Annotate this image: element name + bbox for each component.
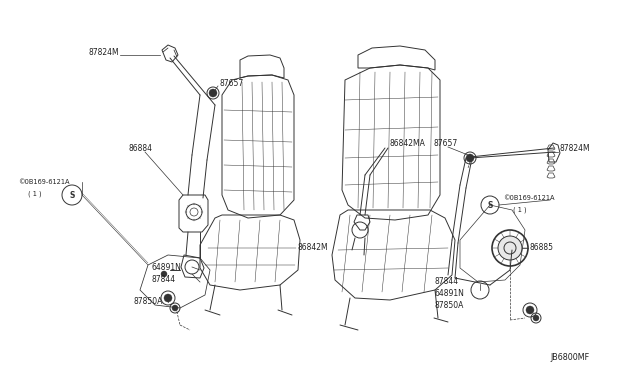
Text: 87844: 87844	[152, 276, 176, 285]
Text: S: S	[487, 201, 493, 209]
Text: JB6800MF: JB6800MF	[550, 353, 589, 362]
Text: ©0B169-6121A: ©0B169-6121A	[18, 179, 70, 185]
Text: ©0B169-6121A: ©0B169-6121A	[503, 195, 554, 201]
Circle shape	[164, 294, 172, 302]
Text: 86842MA: 86842MA	[390, 138, 426, 148]
Text: 86842M: 86842M	[298, 244, 328, 253]
Text: 87850A: 87850A	[435, 301, 465, 311]
Circle shape	[498, 236, 522, 260]
Circle shape	[533, 315, 539, 321]
Text: ( 1 ): ( 1 )	[28, 191, 42, 197]
Text: 87657: 87657	[434, 138, 458, 148]
Text: 87850A: 87850A	[133, 298, 163, 307]
Text: 87824M: 87824M	[88, 48, 118, 57]
Circle shape	[526, 306, 534, 314]
Text: 87824M: 87824M	[560, 144, 591, 153]
Circle shape	[481, 196, 499, 214]
Text: 64891N: 64891N	[435, 289, 465, 298]
Text: 86885: 86885	[530, 244, 554, 253]
Text: 64891N: 64891N	[152, 263, 182, 273]
Text: ( 1 ): ( 1 )	[513, 207, 527, 213]
Text: 87844: 87844	[435, 278, 459, 286]
Circle shape	[161, 271, 167, 277]
Text: S: S	[69, 190, 75, 199]
Circle shape	[209, 89, 217, 97]
Circle shape	[492, 230, 528, 266]
Circle shape	[62, 185, 82, 205]
Circle shape	[172, 305, 178, 311]
Text: 87657: 87657	[220, 78, 244, 87]
Text: 86884: 86884	[128, 144, 152, 153]
Circle shape	[466, 154, 474, 162]
